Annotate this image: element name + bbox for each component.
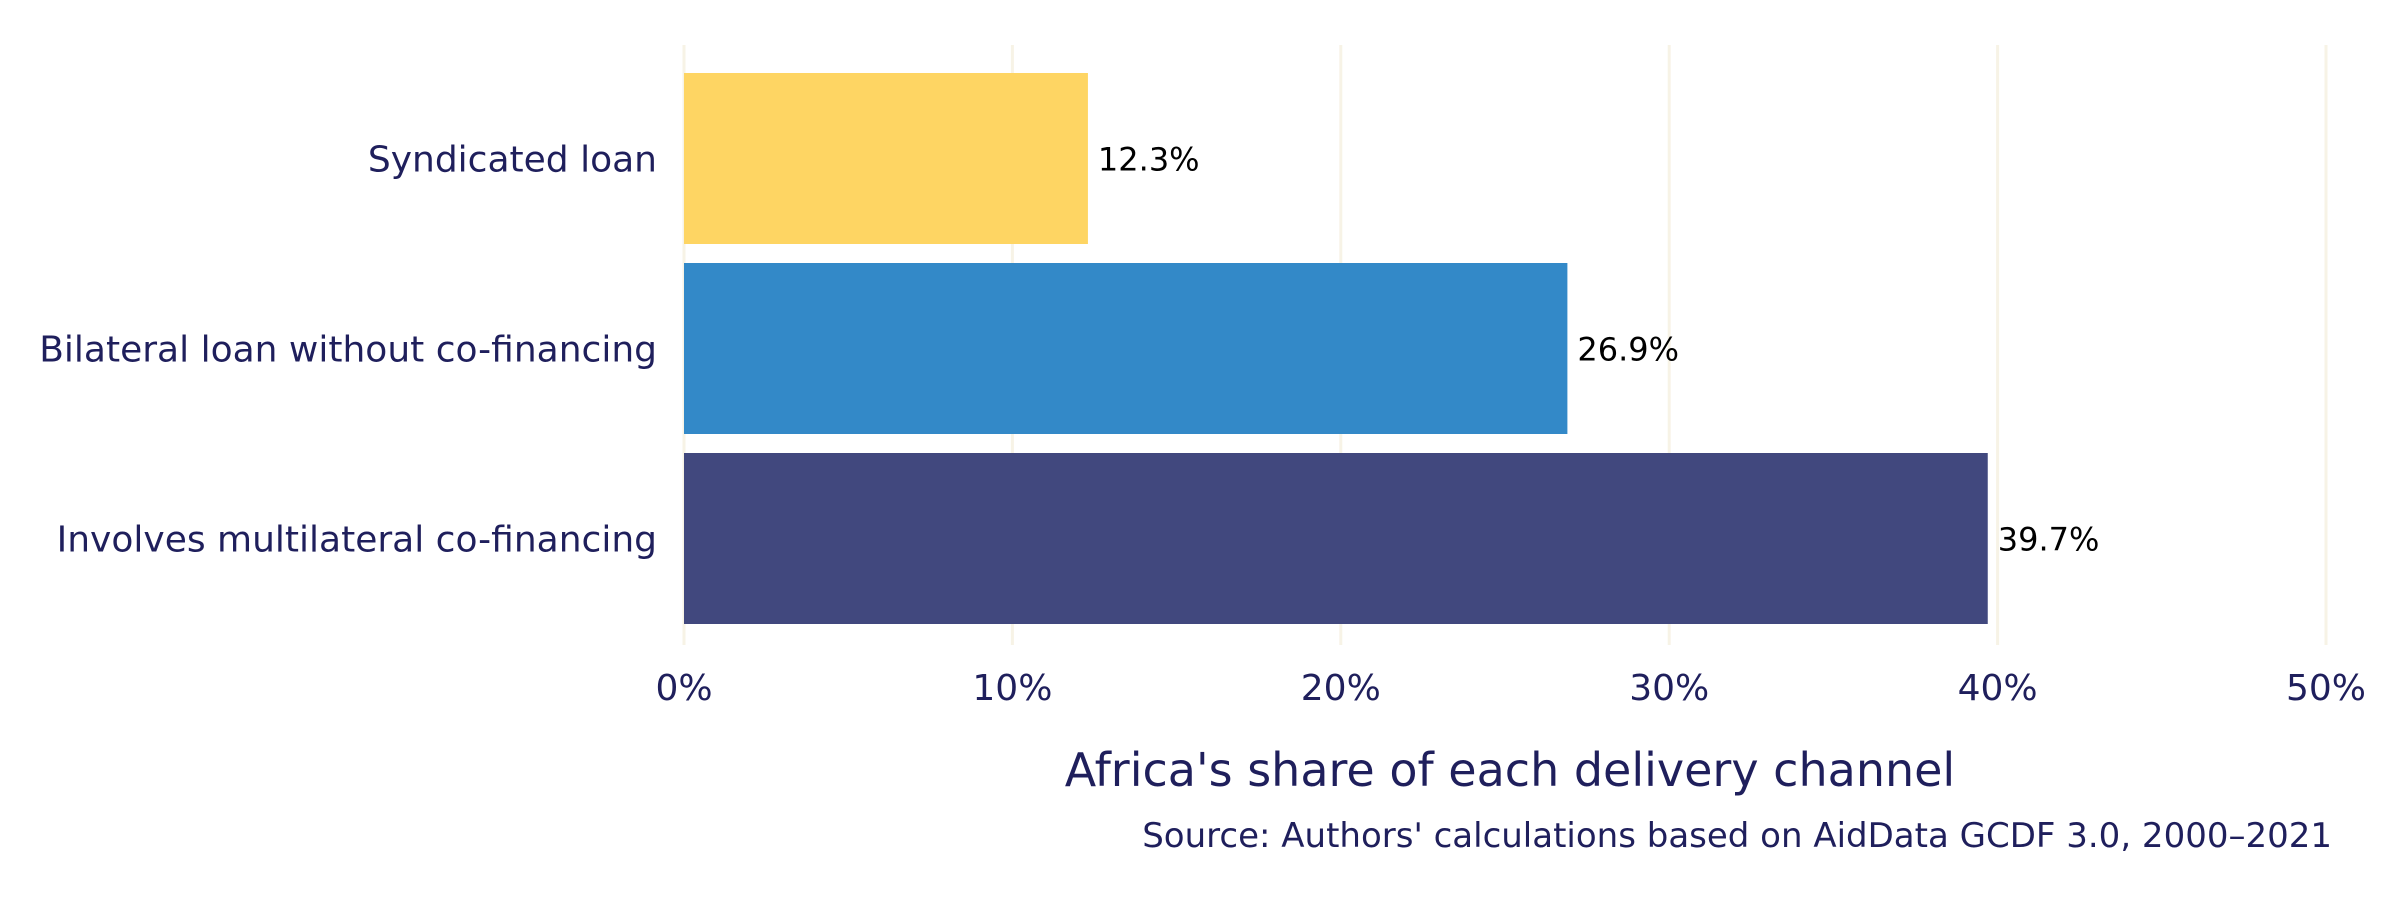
x-tick-label: 50%: [2286, 668, 2366, 709]
data-label: 26.9%: [1577, 331, 1679, 369]
x-tick-label: 40%: [1958, 668, 2038, 709]
data-label: 39.7%: [1998, 521, 2100, 559]
x-tick-label: 30%: [1629, 668, 1709, 709]
bar: [684, 73, 1088, 244]
bar: [684, 263, 1568, 434]
data-label: 12.3%: [1098, 141, 1200, 179]
x-tick-label: 20%: [1301, 668, 1381, 709]
category-label: Involves multilateral co-financing: [57, 520, 657, 561]
label-layer: 0% 10% 20% 30% 40% 50% Syndicated loan 12.3% Bil…: [39, 140, 2366, 710]
x-tick-label: 10%: [972, 668, 1052, 709]
category-label: Syndicated loan: [368, 140, 657, 181]
x-tick-label: 0%: [655, 668, 712, 709]
source-caption: Source: Authors' calculations based on A…: [1142, 816, 2332, 856]
category-label: Bilateral loan without co-financing: [39, 330, 657, 371]
x-axis-title: Africa's share of each delivery channel: [1065, 743, 1955, 797]
bar-layer: [684, 73, 1988, 624]
bar: [684, 453, 1988, 624]
